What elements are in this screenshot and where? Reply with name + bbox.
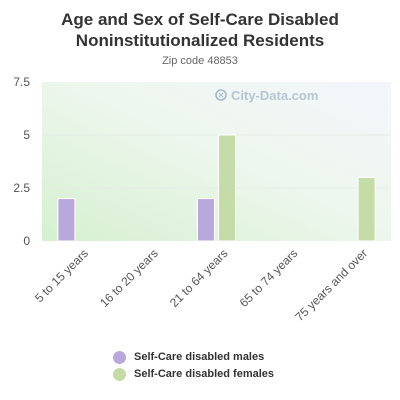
y-tick-label: 5 (23, 128, 30, 142)
legend-item[interactable]: Self-Care disabled females (113, 366, 274, 382)
legend-swatch (113, 367, 126, 381)
bars (57, 134, 376, 242)
x-tick-label: 75 years and over (292, 246, 370, 324)
x-tick-label: 21 to 64 years (167, 246, 231, 310)
x-tick-label: 5 to 15 years (32, 246, 91, 305)
legend-label: Self-Care disabled females (134, 368, 275, 380)
x-axis-ticks: 5 to 15 years 16 to 20 years 21 to 64 year… (32, 246, 370, 324)
y-tick-label: 7.5 (13, 75, 30, 89)
y-tick-label: 2.5 (13, 181, 30, 195)
bar-males[interactable] (197, 198, 215, 242)
bar-females[interactable] (357, 176, 376, 242)
legend-swatch (113, 350, 126, 364)
y-tick-label: 0 (23, 234, 30, 248)
watermark-text: City-Data.com (231, 88, 318, 103)
gridlines (42, 134, 391, 189)
plot-area (42, 82, 391, 241)
legend-item[interactable]: Self-Care disabled males (113, 349, 274, 365)
x-tick-label: 16 to 20 years (97, 246, 161, 310)
bar-females[interactable] (218, 134, 236, 242)
chart-title: Age and Sex of Self-Care Disabled Nonins… (61, 10, 339, 50)
watermark: City-Data.com (215, 88, 318, 103)
x-tick-label: 65 to 74 years (237, 246, 301, 310)
legend: Self-Care disabled males Self-Care disabl… (113, 349, 274, 383)
chart-subtitle: Zip code 48853 (162, 55, 238, 67)
bar-males[interactable] (57, 198, 76, 242)
legend-label: Self-Care disabled males (134, 351, 265, 363)
y-axis-ticks: 0 2.5 5 7.5 (13, 75, 30, 248)
